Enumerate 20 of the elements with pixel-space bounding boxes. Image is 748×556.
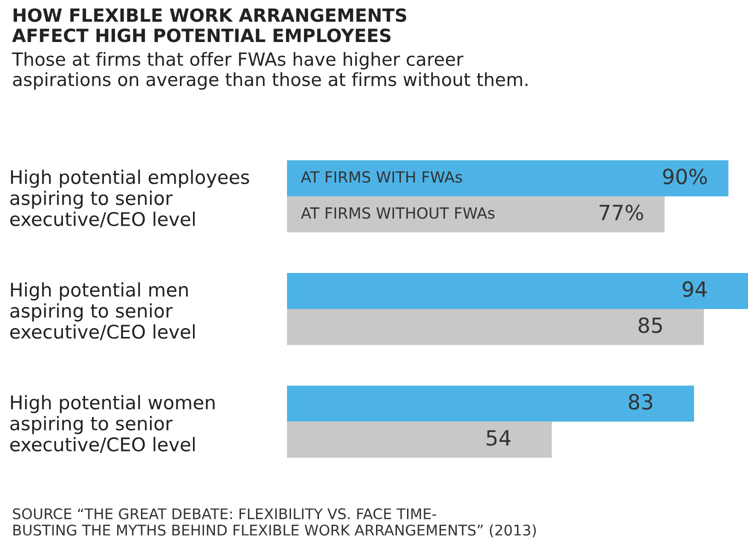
- bar: [287, 160, 728, 196]
- bar: [287, 309, 704, 346]
- data-label: 83: [628, 394, 652, 410]
- data-label: 77%: [600, 204, 644, 220]
- bar: [287, 196, 665, 232]
- data-label: 94: [682, 281, 707, 298]
- data-label: 90%: [663, 168, 707, 184]
- data-label: 85: [638, 317, 662, 334]
- series-label: AT FIRMS WITHOUT FWAs: [300, 207, 494, 219]
- chart-subtitle: Those at firms that offer FWAs have higher career aspirations on average than those at firms without them.: [12, 52, 528, 90]
- y-tick-label: High potential men aspiring to senior executive/CEO level: [10, 282, 195, 340]
- data-label: 54: [486, 430, 511, 446]
- y-tick-label: High potential employees aspiring to senior executive/CEO level: [10, 170, 250, 228]
- bar: [287, 386, 694, 422]
- y-tick-label: High potential women aspiring to senior executive/CEO level: [10, 394, 215, 453]
- chart-title: HOW FLEXIBLE WORK ARRANGEMENTS AFFECT HIGH POTENTIAL EMPLOYEES: [12, 8, 406, 42]
- source-note: SOURCE “THE GREAT DEBATE: FLEXIBILITY VS. FACE TIME- BUSTING THE MYTHS BEHIND FLEXIBLE WORK ARRANGEMENTS” (2013): [12, 508, 536, 538]
- bar: [287, 422, 552, 458]
- bar: [287, 272, 748, 309]
- series-label: AT FIRMS WITH FWAs: [300, 171, 462, 183]
